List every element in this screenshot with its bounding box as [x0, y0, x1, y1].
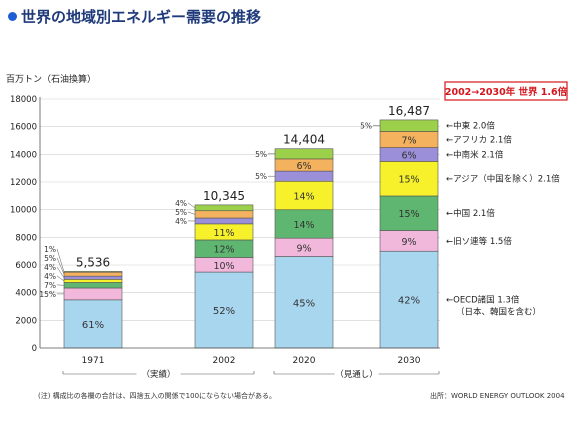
legend-entry: ←中国 2.1倍	[446, 208, 495, 219]
data-label: 15%	[398, 175, 419, 186]
data-label: 7%	[401, 136, 416, 147]
total-label: 5,536	[76, 255, 110, 269]
y-tick-label: 4000	[15, 289, 37, 299]
leader-line	[56, 257, 65, 275]
footnote: (注) 構成比の各欄の合計は、四捨五入の関係で100にならない場合がある。	[38, 392, 277, 400]
y-axis: 0 2000 4000 6000 8000 10000 12000 14000 16000 180…	[10, 95, 41, 354]
total-label: 10,345	[203, 189, 245, 203]
x-tick-label: 1971	[82, 356, 105, 366]
data-label: 52%	[213, 306, 235, 317]
highlight-text: 2002→2030年 世界 1.6倍	[445, 86, 568, 98]
data-label: 45%	[293, 298, 315, 309]
data-label: 5%	[255, 150, 267, 159]
bar-stack-1971: 61%15%7%4%4%5%1%5,536	[39, 245, 123, 349]
bar-segment	[194, 217, 254, 225]
bar-segment	[63, 282, 123, 289]
source-credit: 出所：WORLD ENERGY OUTLOOK 2004	[430, 392, 565, 400]
data-label: 9%	[401, 237, 416, 248]
y-axis-label: 百万トン（石油換算）	[6, 73, 96, 85]
x-tick-label: 2030	[398, 356, 421, 366]
data-label: 9%	[296, 243, 311, 254]
x-tick-label: 2020	[293, 356, 316, 366]
legend: ←OECD諸国 1.3倍（日本、韓国を含む） ←旧ソ連等 1.5倍 ←中国 2.1倍…	[446, 121, 560, 318]
bar-segment	[194, 210, 254, 219]
y-tick-label: 6000	[15, 261, 37, 271]
chart-title: 世界の地域別エネルギー需要の推移	[8, 6, 261, 27]
bar-segment	[63, 287, 123, 301]
bar-segment	[63, 271, 123, 273]
data-label: 4%	[175, 199, 187, 208]
data-label: 4%	[44, 263, 56, 272]
legend-entry: ←アフリカ 2.1倍	[446, 135, 512, 146]
legend-entry: ←旧ソ連等 1.5倍	[446, 236, 512, 247]
data-label: 5%	[255, 172, 267, 181]
data-label: 14%	[293, 220, 314, 231]
data-label: 4%	[44, 272, 56, 281]
total-label: 16,487	[388, 104, 430, 118]
chart-title-text: 世界の地域別エネルギー需要の推移	[21, 8, 262, 26]
highlight-box: 2002→2030年 世界 1.6倍	[444, 81, 568, 101]
legend-entry-sub: （日本、韓国を含む）	[456, 307, 541, 318]
bar-segment	[63, 279, 123, 283]
total-label: 14,404	[283, 133, 325, 147]
bar-segment	[194, 204, 254, 212]
bar-segment	[379, 195, 439, 231]
data-label: 5%	[175, 208, 187, 217]
bar-stack-2030: 42% 9% 15% 15% 6% 7% 5% 16,487	[360, 104, 439, 349]
data-label: 7%	[44, 281, 56, 290]
data-label: 11%	[213, 228, 234, 239]
legend-entry: ←アジア（中国を除く）2.1倍	[446, 174, 560, 185]
y-tick-label: 18000	[10, 95, 37, 105]
data-label: 42%	[398, 296, 420, 307]
x-tick-label: 2002	[213, 356, 236, 366]
data-label: 15%	[39, 290, 56, 299]
bar-segment	[274, 170, 334, 182]
leader-line	[56, 266, 65, 278]
data-label: 5%	[360, 122, 372, 131]
bar-segment	[274, 148, 334, 160]
bar-stack-2020: 45% 9% 14% 14% 5% 6% 5% 14,404	[255, 133, 334, 349]
leader-line	[187, 211, 196, 215]
bar-segment	[379, 250, 439, 349]
x-axis: 1971 2002 2020 2030 （実績） （見通し）	[40, 347, 440, 380]
bar-segment	[274, 180, 334, 211]
bar-stack-2002: 52% 10% 12% 11% 4%5%4% 10,345	[175, 189, 254, 349]
data-label: 61%	[82, 320, 104, 331]
leader-line	[56, 275, 65, 282]
data-label: 4%	[175, 217, 187, 226]
y-tick-label: 12000	[10, 178, 37, 188]
y-tick-label: 2000	[15, 316, 37, 326]
bullet-dot-icon	[8, 12, 17, 21]
y-tick-label: 8000	[15, 233, 37, 243]
data-label: 1%	[44, 245, 56, 254]
legend-entry: ←中東 2.0倍	[446, 121, 495, 132]
period-label: （実績）	[141, 369, 175, 380]
bar-segment	[63, 299, 123, 349]
y-tick-label: 10000	[10, 206, 37, 216]
bar-segment	[63, 271, 123, 277]
data-label: 14%	[293, 192, 314, 203]
period-label: （見通し）	[335, 369, 378, 380]
y-tick-label: 16000	[10, 123, 37, 133]
data-label: 10%	[213, 261, 234, 272]
data-label: 6%	[296, 161, 311, 172]
data-label: 15%	[398, 209, 419, 220]
data-label: 5%	[44, 254, 56, 263]
highlight-frame	[444, 81, 568, 101]
legend-entry: ←中南米 2.1倍	[446, 149, 504, 160]
data-label: 12%	[213, 245, 234, 256]
leader-line	[187, 202, 196, 209]
bar-segment	[63, 275, 123, 280]
y-tick-label: 0	[32, 344, 37, 354]
data-label: 6%	[401, 150, 416, 161]
leader-line	[56, 248, 65, 272]
legend-entry: ←OECD諸国 1.3倍	[446, 295, 520, 306]
bar-segment	[379, 119, 439, 132]
bars: 61%15%7%4%4%5%1%5,53652%10%12%11%4%5%4%1…	[39, 104, 439, 349]
y-tick-label: 14000	[10, 150, 37, 160]
